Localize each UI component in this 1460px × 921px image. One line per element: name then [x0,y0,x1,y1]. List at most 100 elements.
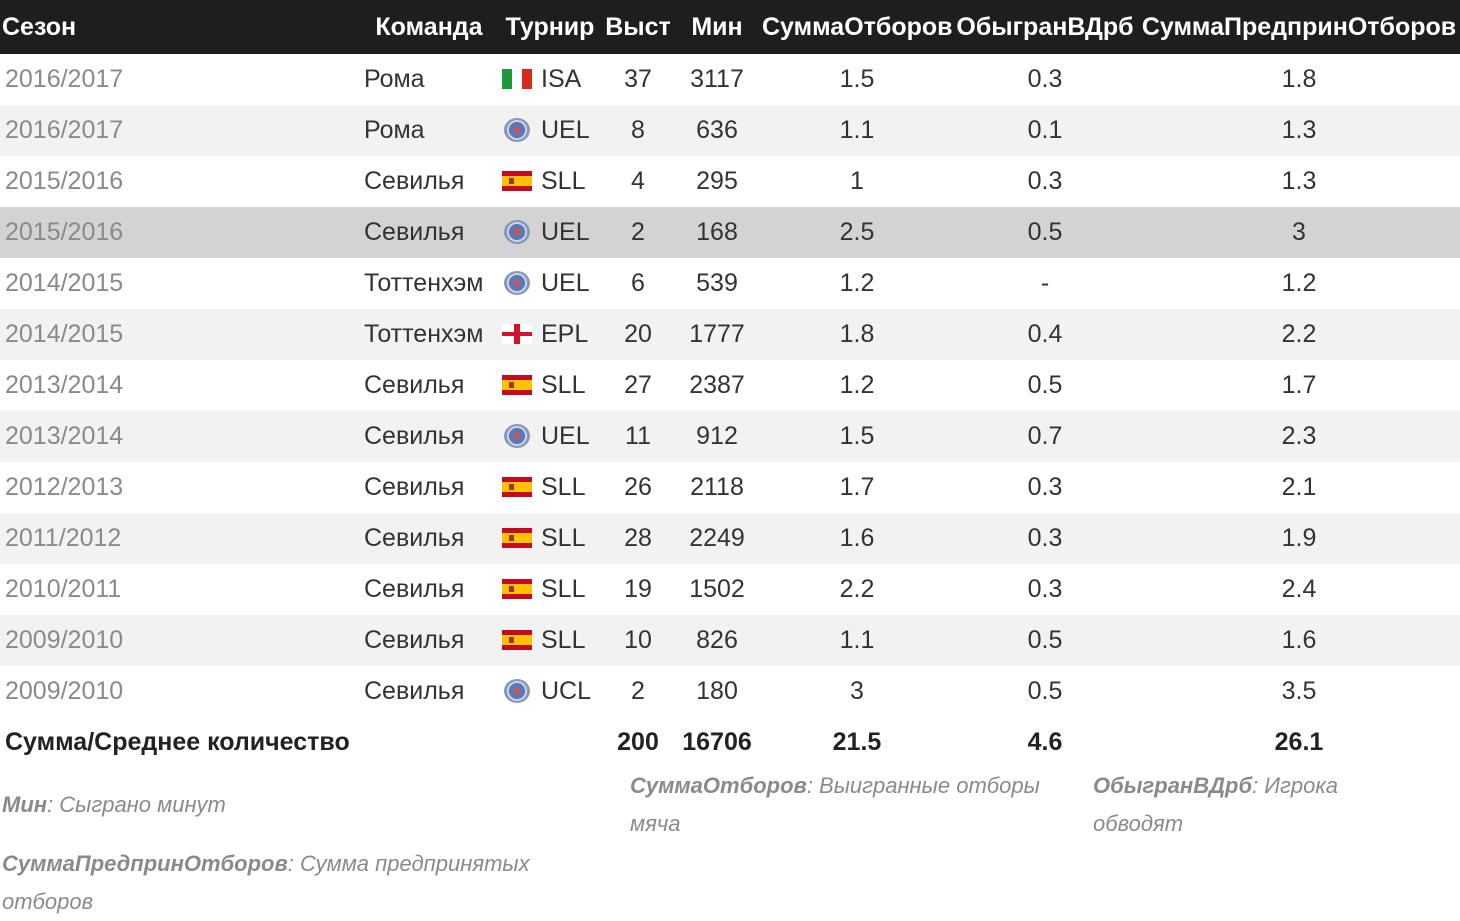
tournament-code[interactable]: UEL [541,269,590,297]
header-apps[interactable]: Выст [605,12,671,41]
tournament-code[interactable]: EPL [541,320,589,348]
tackles-cell: 1 [850,167,864,195]
legend-mins-desc: : Сыграно минут [47,792,226,817]
table-row[interactable]: 2015/2016 Севилья SLL 4 295 1 0.3 1.3 [0,156,1460,207]
spain-flag-icon [502,171,532,191]
tournament-code[interactable]: UEL [541,116,590,144]
legend-total-tackles: СуммаПредпринОтборов: Сумма предпринятых… [2,845,602,921]
table-row[interactable]: 2016/2017 Рома ISA 37 3117 1.5 0.3 1.8 [0,54,1460,105]
spain-flag-icon [502,579,532,599]
header-team[interactable]: Команда [375,12,483,41]
table-row[interactable]: 2014/2015 Тоттенхэм UEL 6 539 1.2 - 1.2 [0,258,1460,309]
season-cell: 2013/2014 [5,371,124,399]
dribbled-cell: 0.3 [1027,473,1063,501]
dribbled-cell: 0.3 [1027,167,1063,195]
legend-tackles: СуммаОтборов: Выигранные отборы мяча [630,767,1080,843]
table-row[interactable]: 2015/2016 Севилья UEL 2 168 2.5 0.5 3 [0,207,1460,258]
uefa-logo-icon [504,271,530,295]
table-row[interactable]: 2014/2015 Тоттенхэм EPL 20 1777 1.8 0.4 2.2 [0,309,1460,360]
season-cell: 2014/2015 [5,320,124,348]
tackles-cell: 1.8 [839,320,875,348]
tournament-cell: SLL [496,513,604,564]
dribbled-cell: 0.7 [1027,422,1063,450]
header-season[interactable]: Сезон [2,12,77,41]
header-tackles[interactable]: СуммаОтборов [762,12,953,41]
tournament-code[interactable]: UCL [541,677,592,705]
spain-flag-icon [502,375,532,395]
season-cell: 2016/2017 [5,65,124,93]
team-cell: Севилья [364,422,465,450]
apps-cell: 37 [624,65,652,93]
totals-tackles: 21.5 [832,727,882,756]
total-tackles-cell: 1.6 [1281,626,1317,654]
totals-apps: 200 [617,727,659,756]
dribbled-cell: 0.4 [1027,320,1063,348]
tackles-cell: 1.2 [839,371,875,399]
header-dribbled[interactable]: ОбыгранВДрб [956,12,1134,41]
table-row[interactable]: 2010/2011 Севилья SLL 19 1502 2.2 0.3 2.4 [0,564,1460,615]
dribbled-cell: 0.1 [1027,116,1063,144]
tournament-cell: EPL [496,309,604,360]
apps-cell: 20 [624,320,652,348]
season-cell: 2011/2012 [5,524,122,552]
table-row[interactable]: 2011/2012 Севилья SLL 28 2249 1.6 0.3 1.9 [0,513,1460,564]
tournament-cell: SLL [496,462,604,513]
mins-cell: 912 [696,422,738,450]
table-row[interactable]: 2016/2017 Рома UEL 8 636 1.1 0.1 1.3 [0,105,1460,156]
uefa-logo-icon [504,118,530,142]
tackles-cell: 2.5 [839,218,875,246]
total-tackles-cell: 2.1 [1281,473,1317,501]
tournament-code[interactable]: SLL [541,167,586,195]
mins-cell: 3117 [690,65,744,93]
tackles-cell: 3 [850,677,864,705]
table-row[interactable]: 2009/2010 Севилья UCL 2 180 3 0.5 3.5 [0,666,1460,717]
total-tackles-cell: 1.3 [1281,116,1317,144]
header-total-tackles[interactable]: СуммаПредпринОтборов [1141,12,1457,41]
tournament-cell: ISA [496,54,604,105]
apps-cell: 6 [631,269,645,297]
mins-cell: 168 [696,218,738,246]
apps-cell: 8 [631,116,645,144]
season-cell: 2016/2017 [5,116,124,144]
tournament-code[interactable]: SLL [541,371,586,399]
tournament-cell: UCL [496,666,604,717]
dribbled-cell: 0.5 [1027,677,1063,705]
apps-cell: 2 [631,677,645,705]
tournament-code[interactable]: SLL [541,524,586,552]
total-tackles-cell: 2.3 [1281,422,1317,450]
tournament-code[interactable]: UEL [541,218,590,246]
table-header-row: Сезон Команда Турнир Выст Мин СуммаОтбор… [0,0,1460,54]
total-tackles-cell: 1.8 [1281,65,1317,93]
season-cell: 2013/2014 [5,422,124,450]
total-tackles-cell: 1.2 [1281,269,1317,297]
season-cell: 2010/2011 [5,575,122,603]
tournament-code[interactable]: SLL [541,626,586,654]
tackles-cell: 1.5 [839,422,875,450]
dribbled-cell: - [1040,269,1050,297]
player-stats-table: Сезон Команда Турнир Выст Мин СуммаОтбор… [0,0,1460,756]
header-mins[interactable]: Мин [691,12,743,41]
mins-cell: 295 [696,167,738,195]
tournament-code[interactable]: SLL [541,575,586,603]
mins-cell: 539 [696,269,738,297]
apps-cell: 10 [624,626,652,654]
total-tackles-cell: 3 [1292,218,1306,246]
tournament-cell: UEL [496,105,604,156]
legend-tackles-desc-2: мяча [630,811,681,836]
table-row[interactable]: 2012/2013 Севилья SLL 26 2118 1.7 0.3 2.1 [0,462,1460,513]
team-cell: Севилья [364,473,465,501]
tackles-cell: 2.2 [839,575,875,603]
table-row[interactable]: 2013/2014 Севилья SLL 27 2387 1.2 0.5 1.7 [0,360,1460,411]
table-row[interactable]: 2009/2010 Севилья SLL 10 826 1.1 0.5 1.6 [0,615,1460,666]
mins-cell: 2249 [689,524,745,552]
dribbled-cell: 0.5 [1027,218,1063,246]
legend-total-tackles-desc-2: отборов [2,889,94,914]
tournament-code[interactable]: SLL [541,473,586,501]
tackles-cell: 1.7 [839,473,875,501]
tournament-code[interactable]: ISA [541,65,582,93]
team-cell: Рома [364,65,425,93]
table-row[interactable]: 2013/2014 Севилья UEL 11 912 1.5 0.7 2.3 [0,411,1460,462]
tournament-code[interactable]: UEL [541,422,590,450]
tournament-cell: SLL [496,156,604,207]
header-tournament[interactable]: Турнир [505,12,595,41]
